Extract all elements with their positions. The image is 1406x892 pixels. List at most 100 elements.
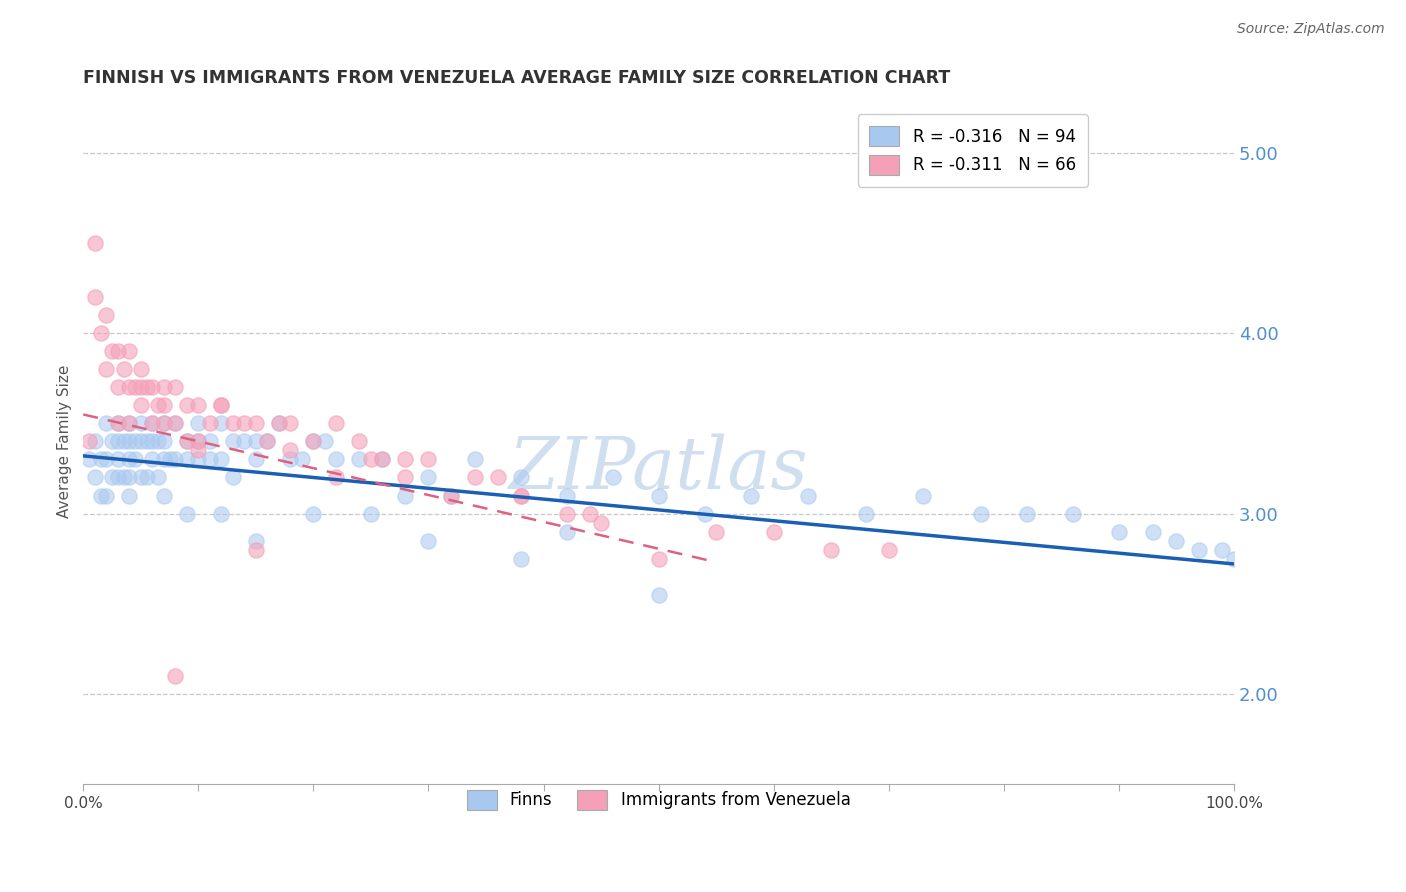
Point xyxy=(129,380,152,394)
Point xyxy=(129,434,152,449)
Point xyxy=(118,417,141,431)
Point xyxy=(198,452,221,467)
Point xyxy=(245,417,267,431)
Y-axis label: Average Family Size: Average Family Size xyxy=(58,365,72,518)
Point xyxy=(555,488,578,502)
Point xyxy=(153,488,176,502)
Point xyxy=(209,507,232,521)
Point xyxy=(877,542,900,557)
Point xyxy=(1015,507,1038,521)
Point xyxy=(107,417,129,431)
Point xyxy=(176,507,198,521)
Point xyxy=(96,488,118,502)
Point xyxy=(371,452,394,467)
Point xyxy=(209,399,232,413)
Point xyxy=(90,452,112,467)
Point xyxy=(146,470,169,484)
Point xyxy=(101,470,124,484)
Point xyxy=(96,309,118,323)
Point xyxy=(77,434,100,449)
Point xyxy=(1142,524,1164,539)
Point xyxy=(129,417,152,431)
Point xyxy=(360,452,382,467)
Point xyxy=(222,470,245,484)
Point xyxy=(141,417,163,431)
Point xyxy=(302,434,325,449)
Point xyxy=(118,434,141,449)
Point xyxy=(256,434,278,449)
Point xyxy=(394,470,416,484)
Point xyxy=(112,470,135,484)
Point xyxy=(141,434,163,449)
Text: ZIPatlas: ZIPatlas xyxy=(509,434,808,504)
Point xyxy=(797,488,820,502)
Point xyxy=(440,488,463,502)
Point xyxy=(141,417,163,431)
Point xyxy=(349,452,371,467)
Point xyxy=(153,434,176,449)
Point xyxy=(90,326,112,341)
Point xyxy=(280,417,302,431)
Point xyxy=(118,452,141,467)
Point xyxy=(187,434,209,449)
Point xyxy=(647,551,669,566)
Point xyxy=(141,452,163,467)
Point xyxy=(176,434,198,449)
Point xyxy=(1211,542,1233,557)
Point xyxy=(153,417,176,431)
Point xyxy=(302,434,325,449)
Point xyxy=(198,434,221,449)
Point xyxy=(118,380,141,394)
Point xyxy=(90,488,112,502)
Point xyxy=(112,434,135,449)
Point xyxy=(209,417,232,431)
Point xyxy=(165,668,187,682)
Point xyxy=(176,434,198,449)
Point xyxy=(1223,551,1246,566)
Point xyxy=(83,236,105,251)
Point xyxy=(912,488,935,502)
Point xyxy=(267,417,290,431)
Point xyxy=(209,452,232,467)
Point xyxy=(124,452,146,467)
Point xyxy=(970,507,993,521)
Point xyxy=(509,551,531,566)
Point xyxy=(198,417,221,431)
Point xyxy=(280,452,302,467)
Point xyxy=(118,344,141,359)
Point xyxy=(233,434,256,449)
Point xyxy=(509,488,531,502)
Point xyxy=(176,452,198,467)
Point xyxy=(124,380,146,394)
Point xyxy=(165,380,187,394)
Point xyxy=(124,434,146,449)
Point xyxy=(1166,533,1188,548)
Point xyxy=(245,434,267,449)
Point xyxy=(463,470,485,484)
Point xyxy=(325,470,347,484)
Point xyxy=(349,434,371,449)
Point xyxy=(555,507,578,521)
Point xyxy=(96,417,118,431)
Point xyxy=(141,380,163,394)
Point xyxy=(855,507,877,521)
Point xyxy=(135,470,157,484)
Point xyxy=(1108,524,1130,539)
Point xyxy=(762,524,785,539)
Point xyxy=(101,344,124,359)
Point xyxy=(83,470,105,484)
Legend: Finns, Immigrants from Venezuela: Finns, Immigrants from Venezuela xyxy=(453,776,865,823)
Point xyxy=(153,452,176,467)
Point xyxy=(209,399,232,413)
Point xyxy=(135,434,157,449)
Point xyxy=(418,452,440,467)
Point xyxy=(1188,542,1211,557)
Point xyxy=(96,362,118,376)
Point xyxy=(129,399,152,413)
Point xyxy=(394,488,416,502)
Point xyxy=(325,417,347,431)
Point xyxy=(187,452,209,467)
Point xyxy=(146,434,169,449)
Point xyxy=(159,452,181,467)
Point xyxy=(647,488,669,502)
